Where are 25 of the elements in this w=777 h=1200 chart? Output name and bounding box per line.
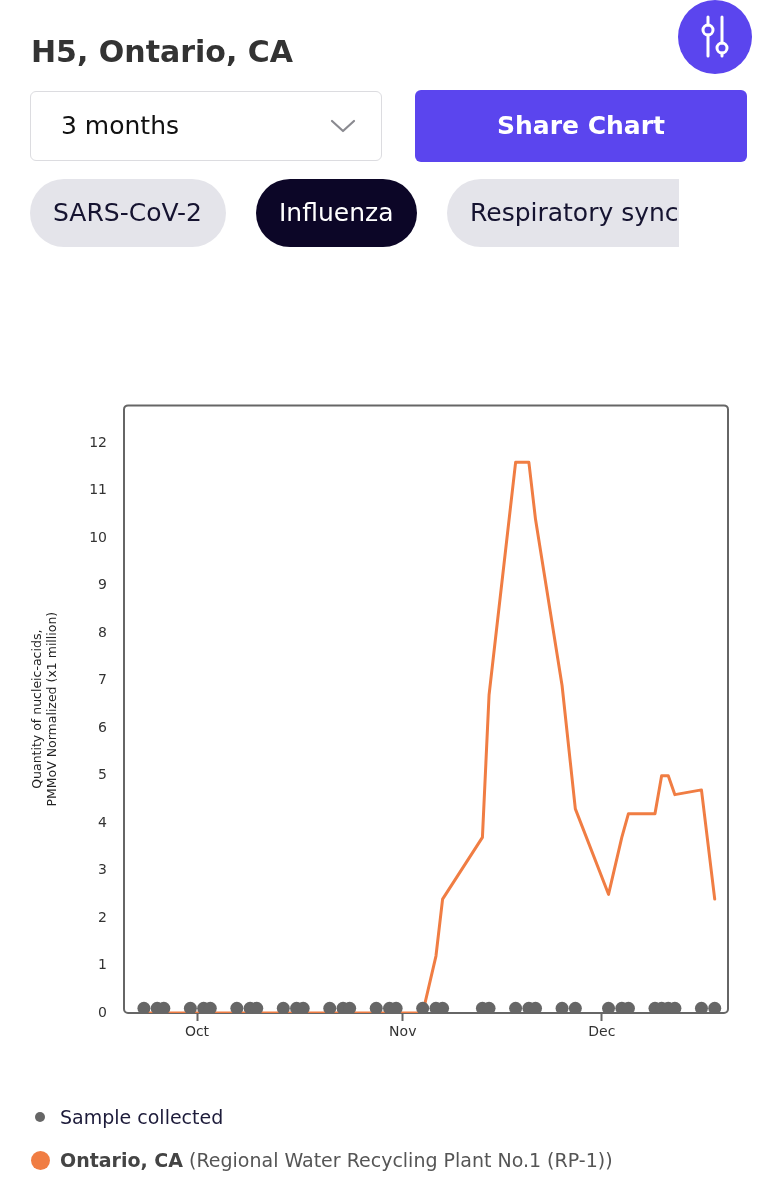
y-tick-label: 9 xyxy=(98,576,107,593)
y-tick-label: 8 xyxy=(98,623,107,640)
y-tick-label: 3 xyxy=(98,861,107,878)
text: Influenza xyxy=(279,197,394,229)
y-tick-label: 7 xyxy=(98,671,107,688)
legend-label: Sample collected xyxy=(60,1106,224,1128)
y-tick-label: 10 xyxy=(89,528,107,545)
y-tick-label: 12 xyxy=(89,434,107,451)
y-tick-label: 11 xyxy=(89,481,107,498)
y-tick-label: 6 xyxy=(98,718,108,735)
y-tick-label: 5 xyxy=(98,766,107,783)
x-tick-label: Oct xyxy=(184,1023,210,1040)
y-tick-label: 1 xyxy=(98,956,107,973)
x-tick-label: Nov xyxy=(389,1023,417,1040)
text: SARS-CoV-2 xyxy=(53,197,203,229)
text: 3 months xyxy=(61,110,180,142)
legend-label: Ontario, CA (Regional Water Recycling Plant No.1 (RP-1)) xyxy=(60,1149,613,1171)
text: Share Chart xyxy=(497,111,665,140)
y-axis-title: Quantity of nucleic-acids, PMMoV Normalized (x1 million) xyxy=(28,611,59,807)
y-tick-label: 2 xyxy=(98,908,107,925)
chart-title: H5, Ontario, CA xyxy=(31,33,294,71)
y-tick-label: 0 xyxy=(98,1003,107,1020)
text: Respiratory sync xyxy=(470,197,679,229)
y-tick-label: 4 xyxy=(98,813,108,830)
x-tick-label: Dec xyxy=(588,1023,616,1040)
